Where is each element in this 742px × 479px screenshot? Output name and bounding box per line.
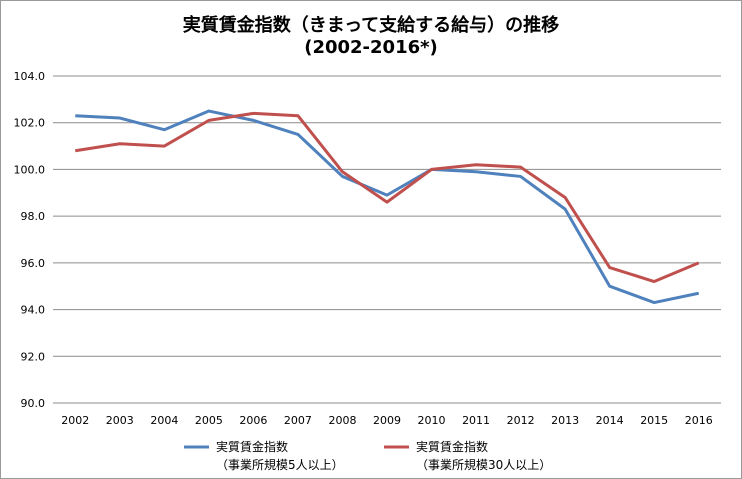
x-tick-label: 2015 [640,414,668,427]
legend-label: 実質賃金指数 [416,439,488,454]
x-tick-label: 2004 [150,414,178,427]
x-tick-label: 2006 [239,414,267,427]
x-tick-label: 2007 [284,414,312,427]
x-tick-label: 2013 [551,414,579,427]
x-tick-label: 2016 [685,414,713,427]
chart-title: 実質賃金指数（きまって支給する給与）の推移 [182,15,560,36]
legend-label-sub: （事業所規模5人以上） [216,457,344,472]
y-tick-label: 94.0 [21,304,46,317]
x-tick-label: 2010 [418,414,446,427]
y-tick-label: 100.0 [14,163,46,176]
series-line-2 [75,111,700,284]
x-tick-label: 2009 [373,414,401,427]
x-tick-label: 2012 [507,414,535,427]
y-tick-label: 102.0 [14,117,46,130]
y-tick-label: 98.0 [21,210,46,223]
y-tick-label: 96.0 [21,257,46,270]
x-tick-label: 2005 [195,414,223,427]
y-tick-label: 92.0 [21,350,46,363]
chart-subtitle: (2002-2016*) [304,37,438,58]
legend-label: 実質賃金指数 [216,439,288,454]
x-tick-label: 2011 [462,414,490,427]
x-tick-label: 2014 [596,414,624,427]
x-tick-label: 2003 [106,414,134,427]
legend-label-sub: （事業所規模30人以上） [416,457,551,472]
series-line-1 [75,109,700,305]
y-tick-label: 90.0 [21,397,46,410]
x-tick-label: 2008 [328,414,356,427]
x-tick-label: 2002 [61,414,89,427]
y-tick-label: 104.0 [14,70,46,83]
